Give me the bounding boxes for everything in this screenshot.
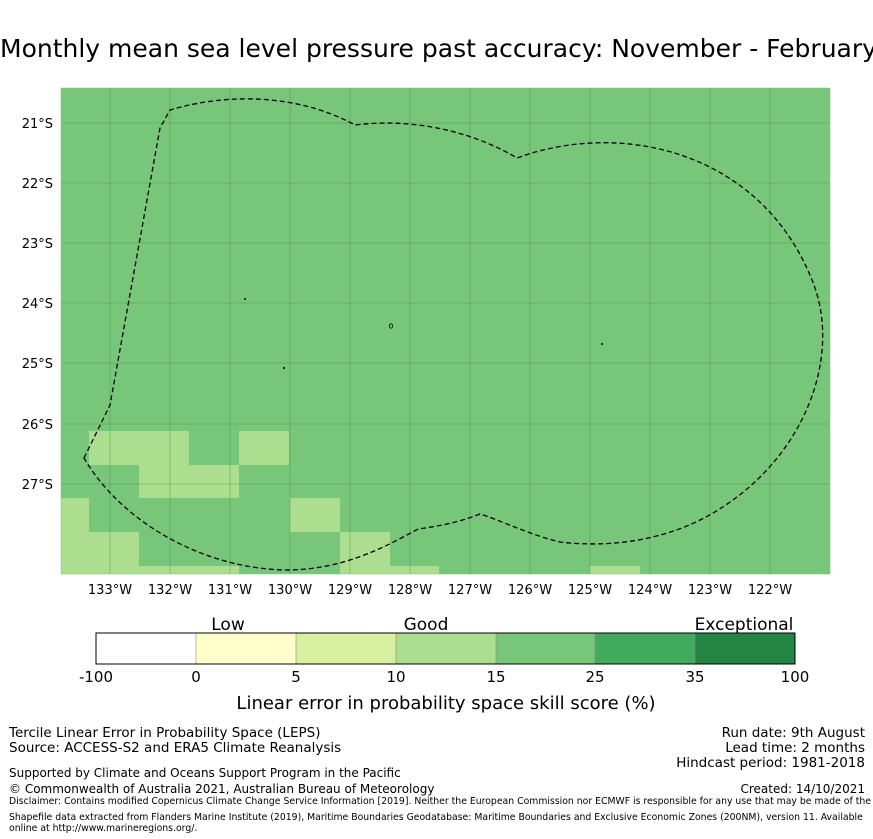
lon-label: 130°W bbox=[268, 583, 312, 598]
good-cell bbox=[89, 532, 139, 574]
colorbar-tick: 10 bbox=[386, 668, 405, 686]
good-cell bbox=[340, 532, 390, 574]
lead-time-text: Lead time: 2 months bbox=[725, 740, 865, 756]
colorbar-segment bbox=[595, 633, 695, 664]
good-cell bbox=[139, 566, 239, 574]
map-frame bbox=[60, 87, 831, 575]
island-marker bbox=[388, 323, 393, 329]
colorbar-tick: -100 bbox=[79, 668, 113, 686]
method-text: Tercile Linear Error in Probability Spac… bbox=[9, 725, 321, 741]
colorbar-tick: 5 bbox=[291, 668, 301, 686]
lat-label: 22°S bbox=[22, 177, 53, 192]
island-marker bbox=[282, 366, 286, 370]
lon-label: 124°W bbox=[628, 583, 672, 598]
colorbar-tick: 25 bbox=[585, 668, 604, 686]
colorbar-tick: 15 bbox=[486, 668, 505, 686]
good-skill-cells bbox=[61, 431, 640, 574]
good-cell bbox=[590, 566, 640, 574]
colorbar-tick: 100 bbox=[781, 668, 810, 686]
good-cell bbox=[139, 465, 239, 498]
lon-label: 125°W bbox=[568, 583, 612, 598]
colorbar-frame bbox=[95, 632, 796, 665]
copyright-text: © Commonwealth of Australia 2021, Austra… bbox=[9, 782, 435, 796]
lon-label: 133°W bbox=[88, 583, 132, 598]
lon-label: 122°W bbox=[748, 583, 792, 598]
colorbar-segment bbox=[695, 633, 795, 664]
colorbar-segment bbox=[496, 633, 595, 664]
colorbar-segment bbox=[296, 633, 396, 664]
good-cell bbox=[390, 566, 439, 574]
run-date-text: Run date: 9th August bbox=[721, 725, 865, 741]
lon-label: 126°W bbox=[508, 583, 552, 598]
colorbar-segment bbox=[196, 633, 296, 664]
support-text: Supported by Climate and Oceans Support … bbox=[9, 766, 401, 780]
shapefile-credit-text: Shapefile data extracted from Flanders M… bbox=[9, 812, 863, 834]
lon-label: 123°W bbox=[688, 583, 732, 598]
colorbar-tick: 0 bbox=[191, 668, 201, 686]
chart-title: Monthly mean sea level pressure past acc… bbox=[0, 34, 873, 63]
good-cell bbox=[290, 498, 340, 532]
lon-label: 128°W bbox=[388, 583, 432, 598]
island-marker bbox=[601, 342, 604, 345]
good-cell bbox=[89, 431, 189, 465]
map-panel bbox=[60, 87, 831, 575]
lat-label: 25°S bbox=[22, 357, 53, 372]
lon-label: 127°W bbox=[448, 583, 492, 598]
colorbar-category-good: Good bbox=[404, 615, 449, 635]
colorbar-segment bbox=[96, 633, 196, 664]
hindcast-period-text: Hindcast period: 1981-2018 bbox=[676, 755, 865, 771]
lon-label: 129°W bbox=[328, 583, 372, 598]
island-marker bbox=[243, 297, 246, 300]
colorbar-category-low: Low bbox=[211, 615, 245, 635]
source-text: Source: ACCESS-S2 and ERA5 Climate Reana… bbox=[9, 740, 342, 756]
lon-label: 131°W bbox=[208, 583, 252, 598]
good-cell bbox=[61, 498, 89, 574]
lat-label: 26°S bbox=[22, 418, 53, 433]
disclaimer-text: Disclaimer: Contains modified Copernicus… bbox=[9, 796, 871, 807]
lat-label: 23°S bbox=[22, 237, 53, 252]
colorbar-category-exceptional: Exceptional bbox=[695, 615, 794, 635]
colorbar: Low Good Exceptional -100 0 5 10 15 25 3… bbox=[79, 615, 809, 714]
gridlines bbox=[61, 88, 830, 574]
lat-label: 27°S bbox=[22, 478, 53, 493]
colorbar-tick: 35 bbox=[685, 668, 704, 686]
eez-boundary bbox=[83, 98, 824, 571]
map-background bbox=[61, 88, 830, 574]
colorbar-axis-label: Linear error in probability space skill … bbox=[236, 693, 655, 714]
colorbar-segment bbox=[396, 633, 496, 664]
lat-labels: 21°S 22°S 23°S 24°S 25°S 26°S 27°S bbox=[22, 117, 53, 493]
created-date-text: Created: 14/10/2021 bbox=[740, 782, 865, 796]
lon-label: 132°W bbox=[148, 583, 192, 598]
lat-label: 21°S bbox=[22, 117, 53, 132]
lat-label: 24°S bbox=[22, 297, 53, 312]
good-cell bbox=[239, 431, 289, 465]
islands bbox=[243, 297, 604, 370]
lon-labels: 133°W 132°W 131°W 130°W 129°W 128°W 127°… bbox=[88, 583, 792, 598]
